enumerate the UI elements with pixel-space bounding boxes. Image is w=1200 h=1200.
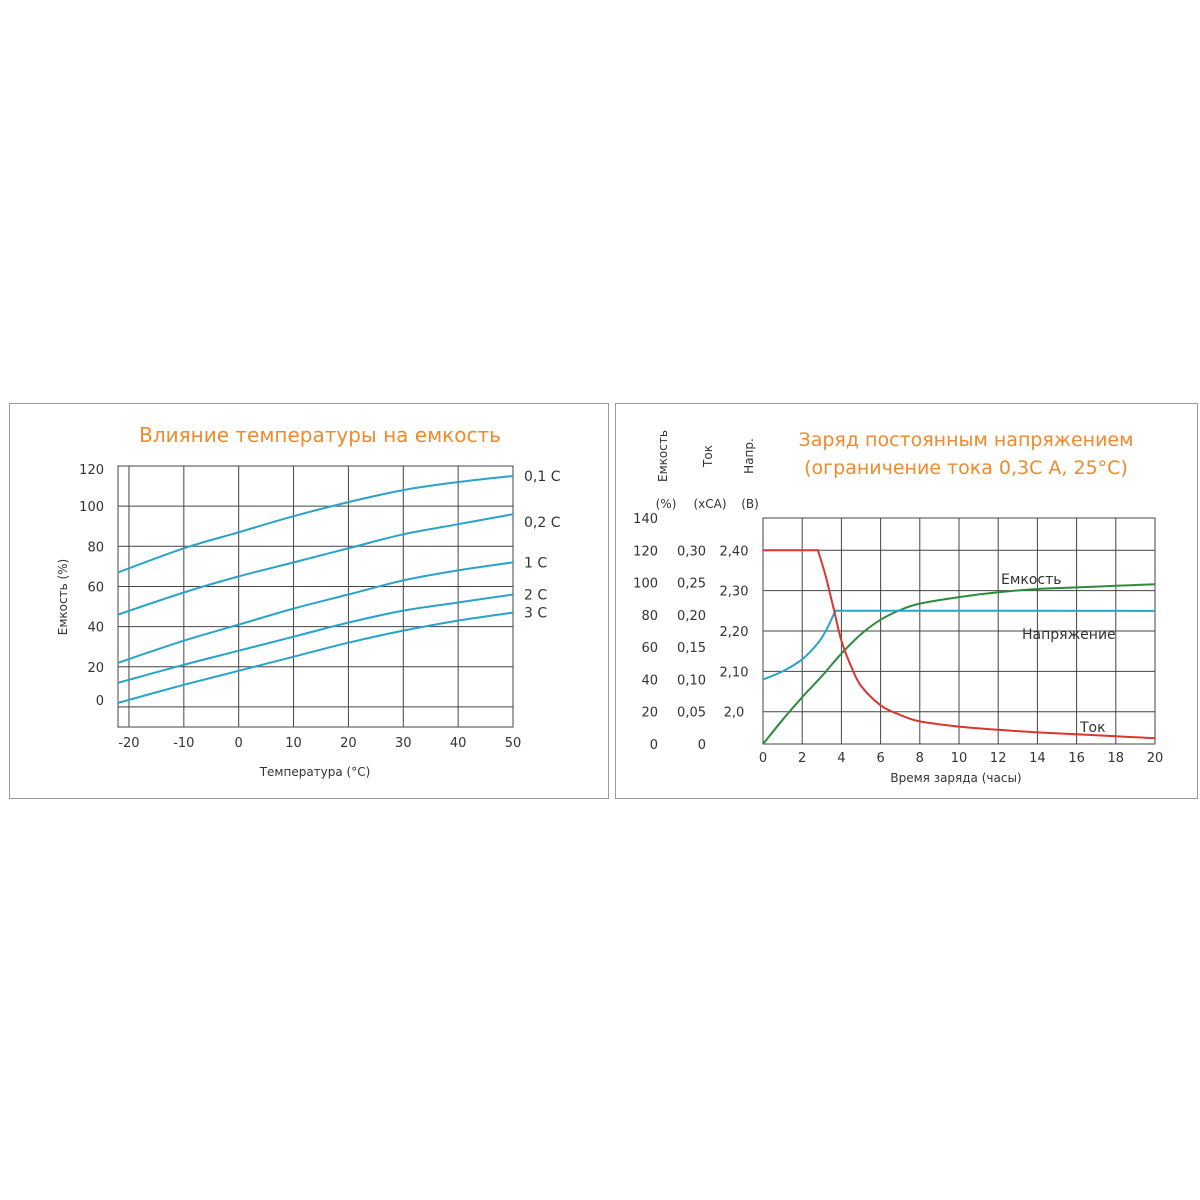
series-label-4: 2 С [524, 587, 547, 603]
current-tick-label: 0,05 [677, 706, 706, 721]
chart-panel-temperature: Влияние температуры на емкость -20 -10 0 10 2… [9, 403, 609, 799]
voltage-axis-unit: (В) [741, 497, 759, 511]
chart-title-line-2: (ограничение тока 0,3С А, 25°C) [804, 457, 1128, 479]
x-tick-label: 18 [1108, 751, 1125, 766]
current-tick-label: 0,10 [677, 673, 706, 688]
current-tick-label: 0,20 [677, 609, 706, 624]
y-tick-label: 100 [79, 500, 104, 515]
chart-constant-voltage-charge: Заряд постоянным напряжением (ограничение… [633, 429, 1164, 785]
voltage-axis-label: Напр. [742, 438, 756, 474]
voltage-tick-label: 2,0 [724, 706, 745, 721]
x-tick-label: 20 [340, 736, 357, 751]
chart-title: Влияние температуры на емкость [139, 423, 501, 447]
y-tick-label: 40 [87, 621, 104, 636]
x-tick-label: 16 [1068, 751, 1085, 766]
series-label-1: 0,1 С [524, 469, 561, 485]
x-tick-label: 0 [235, 736, 243, 751]
capacity-tick-label: 40 [641, 673, 658, 688]
x-tick-label: 14 [1029, 751, 1046, 766]
series-line-2 [117, 513, 514, 616]
series-line-1 [117, 475, 514, 574]
x-tick-label: 10 [951, 751, 968, 766]
capacity-axis-label: Емкость [656, 430, 670, 482]
current-axis-label: Ток [701, 445, 715, 468]
x-tick-label: 8 [916, 751, 924, 766]
x-tick-label: -20 [118, 736, 139, 751]
x-axis-label: Температура (°C) [259, 765, 371, 779]
current-tick-label: 0 [698, 738, 706, 753]
x-tick-label: -10 [173, 736, 194, 751]
current-tick-label: 0,15 [677, 641, 706, 656]
series-label-5: 3 С [524, 606, 547, 622]
capacity-tick-label: 20 [641, 706, 658, 721]
chart-title-line-1: Заряд постоянным напряжением [799, 429, 1134, 451]
x-tick-label: 20 [1147, 751, 1164, 766]
y-tick-label: 120 [79, 463, 104, 478]
x-tick-label: 10 [285, 736, 302, 751]
capacity-tick-label: 140 [633, 512, 658, 527]
y-tick-label: 80 [87, 540, 104, 555]
series-label-3: 1 С [524, 555, 547, 571]
x-tick-label: 2 [798, 751, 806, 766]
chart-panel-charging: Заряд постоянным напряжением (ограничение… [615, 403, 1198, 799]
voltage-tick-label: 2,10 [720, 665, 749, 680]
x-tick-label: 40 [450, 736, 467, 751]
voltage-tick-label: 2,20 [720, 625, 749, 640]
x-tick-label: 50 [505, 736, 522, 751]
capacity-tick-label: 120 [633, 544, 658, 559]
x-tick-label: 6 [876, 751, 884, 766]
series-label-2: 0,2 С [524, 515, 561, 531]
y-tick-label: 0 [96, 694, 104, 709]
y-tick-label: 60 [87, 580, 104, 595]
plot-frame [117, 465, 514, 728]
current-axis-unit: (xCA) [693, 497, 726, 511]
series-line-3 [763, 549, 1156, 740]
voltage-tick-label: 2,40 [720, 544, 749, 559]
capacity-tick-label: 0 [650, 738, 658, 753]
series-label-3: Ток [1079, 720, 1106, 736]
x-tick-label: 0 [759, 751, 767, 766]
current-tick-label: 0,30 [677, 544, 706, 559]
current-tick-label: 0,25 [677, 577, 706, 592]
x-tick-label: 30 [395, 736, 412, 751]
series-line-5 [117, 611, 514, 704]
series-label-1: Емкость [1001, 572, 1062, 588]
capacity-tick-label: 60 [641, 641, 658, 656]
series-label-2: Напряжение [1022, 627, 1116, 643]
y-axis-label: Емкость (%) [56, 559, 70, 635]
capacity-axis-unit: (%) [656, 497, 677, 511]
capacity-tick-label: 100 [633, 577, 658, 592]
chart-temperature-capacity: Влияние температуры на емкость -20 -10 0 10 2… [56, 423, 561, 779]
x-axis-label: Время заряда (часы) [890, 771, 1021, 785]
x-tick-label: 12 [990, 751, 1007, 766]
series-line-3 [117, 561, 514, 664]
series-line-4 [117, 593, 514, 684]
capacity-tick-label: 80 [641, 609, 658, 624]
voltage-tick-label: 2,30 [720, 585, 749, 600]
x-tick-label: 4 [837, 751, 845, 766]
series-line-2 [762, 609, 1156, 681]
y-tick-label: 20 [87, 661, 104, 676]
